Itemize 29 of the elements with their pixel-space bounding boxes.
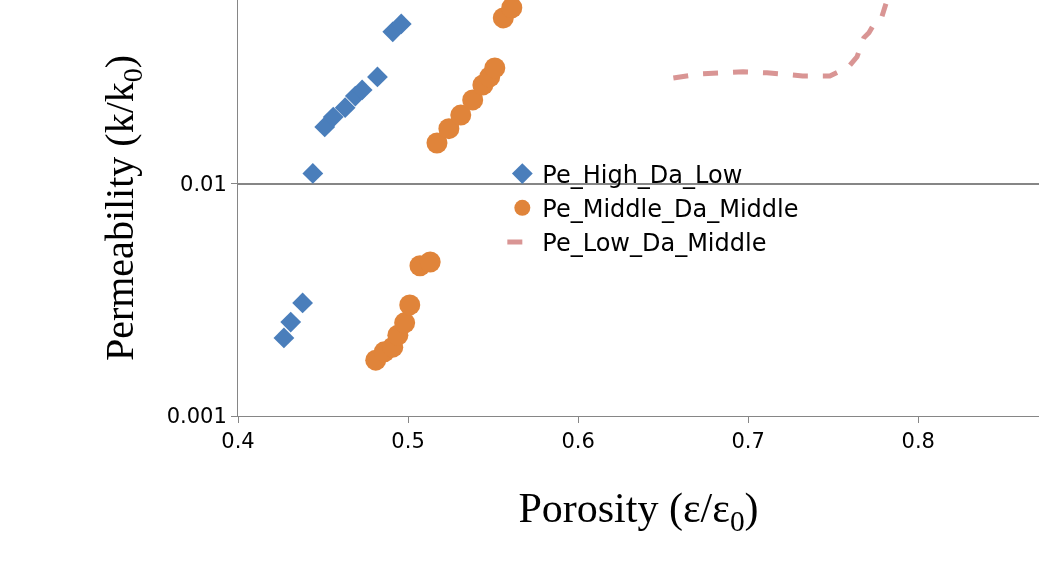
- point: [302, 162, 324, 184]
- point: [322, 106, 344, 128]
- x-tick-label: 0.7: [731, 429, 765, 454]
- point: [351, 79, 373, 101]
- point: [438, 118, 460, 140]
- point: [273, 327, 295, 349]
- point: [394, 312, 416, 334]
- x-tick-label: 0.6: [561, 429, 595, 454]
- point: [501, 0, 523, 19]
- point: [390, 13, 412, 35]
- point: [450, 104, 472, 126]
- y-tick-label: 0.01: [180, 172, 227, 197]
- legend-label: Pe_High_Da_Low: [542, 160, 743, 189]
- y-tick-label: 0.001: [166, 404, 227, 429]
- point: [484, 57, 506, 79]
- x-axis-title: Porosity (ε/ε$_{0}$): [518, 485, 759, 537]
- legend-label: Pe_Low_Da_Middle: [542, 229, 767, 258]
- point: [292, 292, 314, 314]
- x-tick-label: 0.8: [901, 429, 935, 454]
- point: [334, 97, 356, 119]
- point: [280, 311, 302, 333]
- legend-label: Pe_Middle_Da_Middle: [542, 195, 799, 224]
- point: [399, 294, 421, 316]
- point: [426, 132, 448, 154]
- point: [419, 251, 441, 273]
- point: [367, 66, 388, 88]
- point: [462, 89, 484, 111]
- x-tick-label: 0.5: [391, 429, 425, 454]
- x-tick-label: 0.4: [221, 429, 255, 454]
